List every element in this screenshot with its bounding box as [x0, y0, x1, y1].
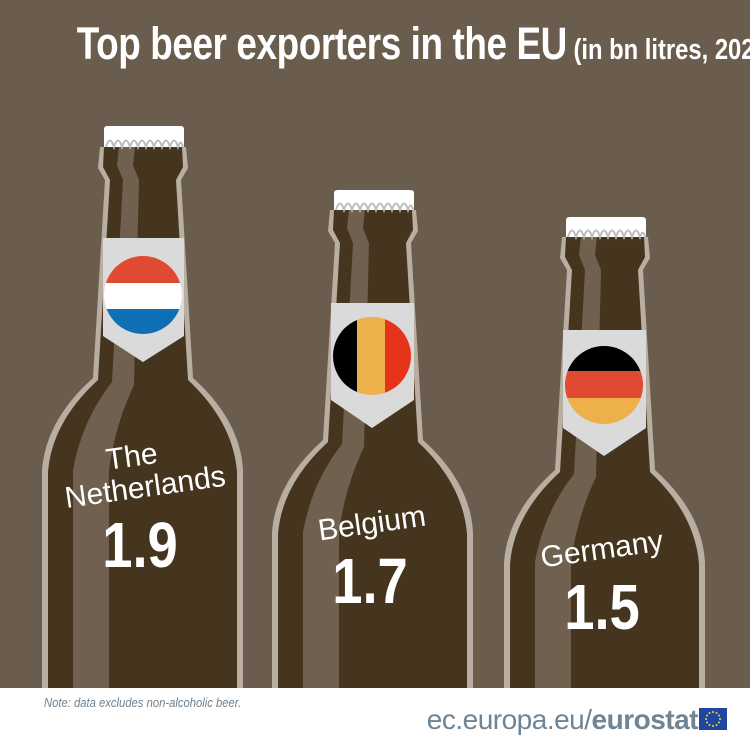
title-main: Top beer exporters in the EU [76, 18, 568, 69]
value-netherlands: 1.9 [60, 512, 220, 578]
value-belgium: 1.7 [290, 548, 450, 614]
bottle-cap-icon [334, 190, 414, 214]
export-value: 1.5 [564, 571, 640, 643]
bottle-cap-icon [104, 126, 184, 151]
bottle-belgium [272, 190, 473, 688]
bottle-cap-icon [566, 217, 646, 241]
brand-name: eurostat [591, 704, 699, 735]
export-value: 1.9 [102, 509, 178, 581]
footnote: Note: data excludes non-alcoholic beer. [44, 696, 242, 710]
bottle-germany [504, 217, 705, 688]
value-germany: 1.5 [522, 574, 682, 640]
brand-prefix: ec.europa.eu/ [426, 704, 592, 735]
export-value: 1.7 [332, 545, 408, 617]
page-title: Top beer exporters in the EU (in bn litre… [0, 18, 750, 70]
eu-flag-icon [699, 708, 727, 730]
title-subtitle: (in bn litres, 2020) [573, 34, 750, 66]
bottle-netherlands [42, 126, 243, 688]
eurostat-link[interactable]: ec.europa.eu/eurostat [426, 704, 699, 736]
